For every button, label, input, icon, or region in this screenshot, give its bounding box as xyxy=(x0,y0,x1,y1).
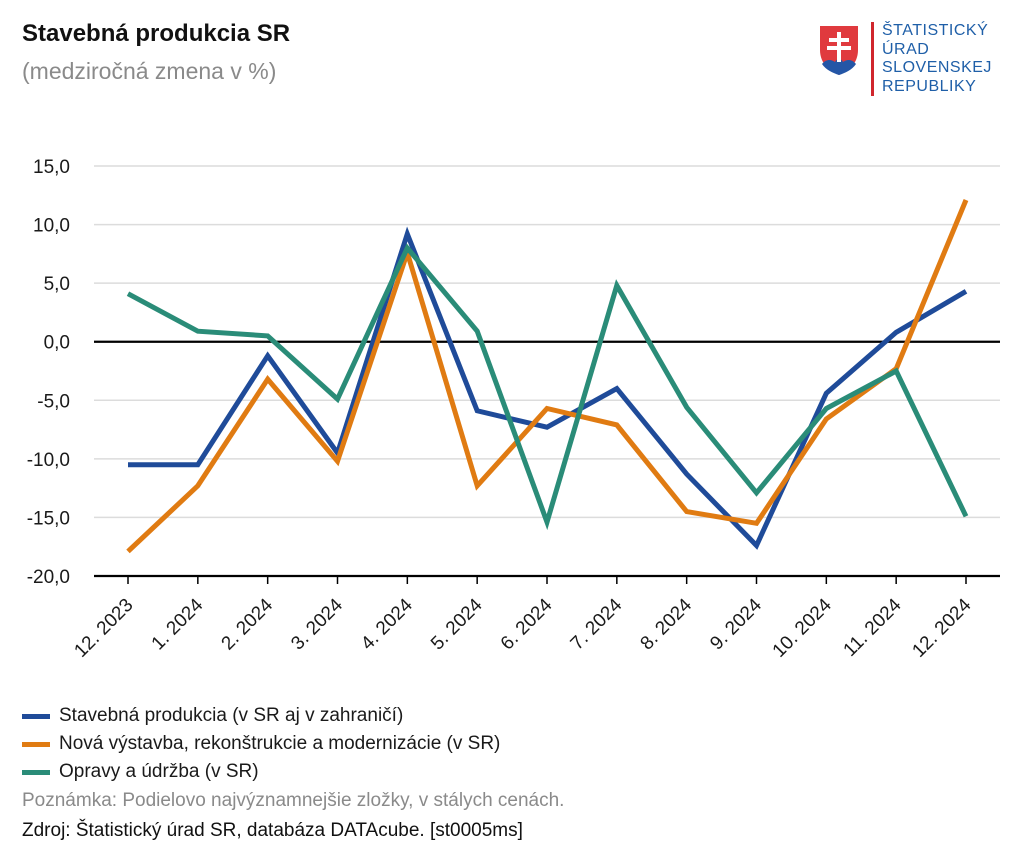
logo-line: ÚRAD xyxy=(882,40,930,58)
logo-line: SLOVENSKEJ xyxy=(882,59,992,76)
legend-label: Nová výstavba, rekonštrukcie a modernizá… xyxy=(59,733,501,754)
series-line-3 xyxy=(126,243,969,531)
series-line-1 xyxy=(128,226,968,550)
y-tick-label: 5,0 xyxy=(44,274,70,295)
legend-label: Stavebná produkcia (v SR aj v zahraničí) xyxy=(59,705,404,726)
slovak-coat-of-arms-icon xyxy=(820,26,858,75)
x-tick-label: 11. 2024 xyxy=(840,594,906,660)
x-tick-label: 7. 2024 xyxy=(567,594,627,654)
susr-logo: ŠTATISTICKÝ ÚRAD SLOVENSKEJ REPUBLIKY xyxy=(818,22,1008,98)
legend-item: Nová výstavba, rekonštrukcie a modernizá… xyxy=(22,730,500,758)
logo-line: ŠTATISTICKÝ xyxy=(882,22,989,39)
x-tick-label: 1. 2024 xyxy=(148,594,208,654)
y-tick-label: 15,0 xyxy=(33,157,70,178)
x-tick-label: 12. 2024 xyxy=(908,594,975,661)
chart-subtitle: (medziročná zmena v %) xyxy=(22,58,277,84)
chart-title: Stavebná produkcia SR xyxy=(22,20,291,47)
legend-item: Opravy a údržba (v SR) xyxy=(22,758,500,786)
legend-label: Opravy a údržba (v SR) xyxy=(59,761,259,782)
y-tick-label: -20,0 xyxy=(27,567,70,588)
legend-item: Stavebná produkcia (v SR aj v zahraničí) xyxy=(22,702,500,730)
legend-swatch xyxy=(22,769,50,775)
y-tick-label: -15,0 xyxy=(27,508,70,529)
footnote: Poznámka: Podielovo najvýznamnejšie zlož… xyxy=(22,790,565,811)
legend-swatch xyxy=(22,713,50,719)
y-tick-label: -5,0 xyxy=(37,391,70,412)
x-tick-label: 10. 2024 xyxy=(769,594,836,661)
y-tick-label: 10,0 xyxy=(33,216,70,237)
y-tick-label: 0,0 xyxy=(44,333,70,354)
x-tick-label: 8. 2024 xyxy=(637,594,697,654)
logo-text: ŠTATISTICKÝ ÚRAD SLOVENSKEJ REPUBLIKY xyxy=(882,22,992,96)
x-tick-label: 4. 2024 xyxy=(357,594,417,654)
x-tick-label: 5. 2024 xyxy=(427,594,487,654)
x-tick-label: 12. 2023 xyxy=(70,595,137,662)
legend-swatch xyxy=(22,741,50,747)
y-tick-label: -10,0 xyxy=(27,450,70,471)
logo-divider xyxy=(871,22,874,96)
source-note: Zdroj: Štatistický úrad SR, databáza DAT… xyxy=(22,820,523,841)
line-chart: 15,010,05,00,0-5,0-10,0-15,0-20,012. 202… xyxy=(27,157,1000,662)
logo-line: REPUBLIKY xyxy=(882,77,977,95)
x-tick-label: 3. 2024 xyxy=(287,594,347,654)
chart-legend: Stavebná produkcia (v SR aj v zahraničí)… xyxy=(22,702,500,786)
series-line-2 xyxy=(126,199,969,554)
x-tick-label: 9. 2024 xyxy=(706,594,766,654)
x-tick-label: 2. 2024 xyxy=(218,594,278,654)
x-tick-label: 6. 2024 xyxy=(497,594,557,654)
